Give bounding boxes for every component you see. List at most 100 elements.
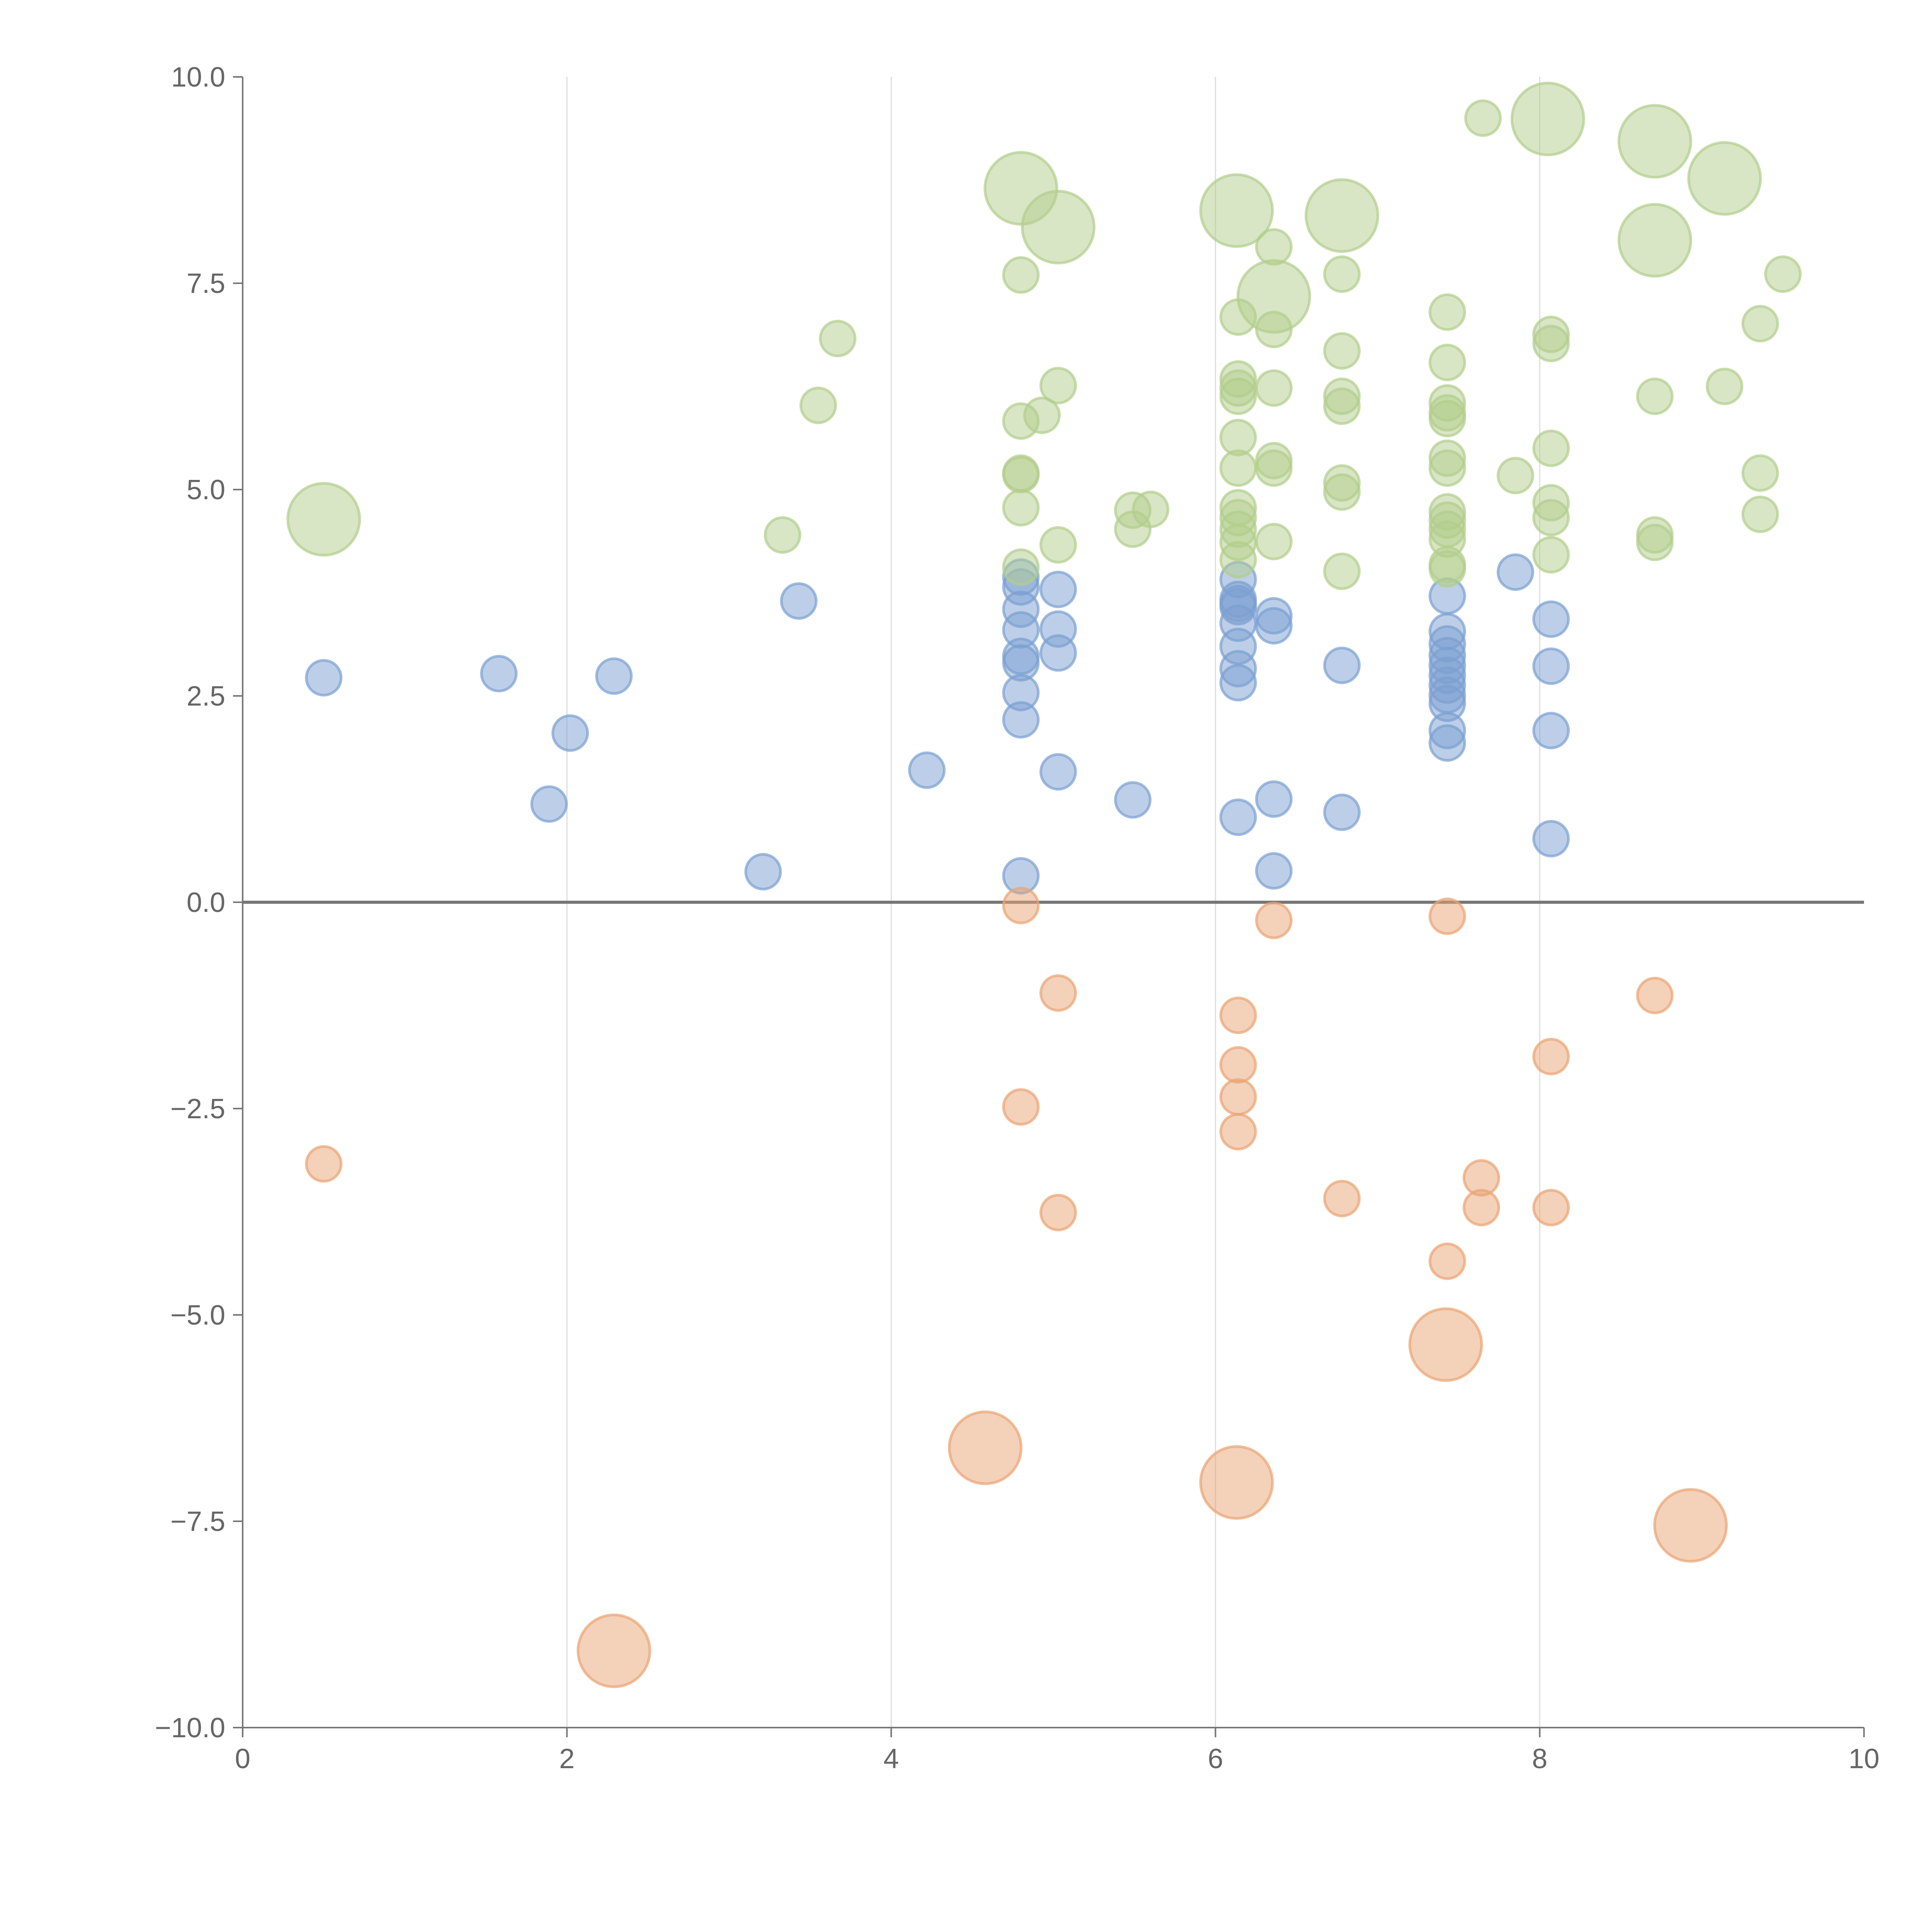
data-point-orange <box>1039 1194 1077 1231</box>
data-point-orange <box>1219 1078 1257 1116</box>
data-point-green <box>1255 228 1293 266</box>
data-point-green <box>819 320 857 357</box>
y-tick-label: 5.0 <box>187 474 225 505</box>
y-tick-label: −2.5 <box>170 1094 225 1124</box>
data-point-orange <box>1636 976 1674 1014</box>
data-point-green <box>1617 203 1692 278</box>
data-point-green <box>1532 499 1570 537</box>
data-point-blue <box>1532 712 1570 750</box>
data-point-green <box>1219 541 1257 579</box>
data-point-green <box>1039 526 1077 564</box>
data-point-green <box>1741 305 1779 343</box>
x-tick-label: 2 <box>559 1743 575 1774</box>
data-point-green <box>1464 99 1502 137</box>
data-point-green <box>1255 369 1293 407</box>
y-tick-label: −7.5 <box>170 1506 225 1537</box>
data-point-blue <box>1497 553 1534 591</box>
data-point-green <box>1219 378 1257 415</box>
data-point-orange <box>1002 1088 1040 1126</box>
data-point-green <box>1532 536 1570 574</box>
data-point-green <box>1002 489 1040 527</box>
data-point-orange <box>1199 1445 1274 1520</box>
data-point-blue <box>305 659 343 697</box>
y-tick-label: −10.0 <box>155 1713 225 1743</box>
data-point-green <box>1706 367 1743 405</box>
data-point-green <box>799 386 837 424</box>
data-point-orange <box>305 1145 343 1183</box>
data-point-orange <box>1429 1242 1466 1280</box>
data-point-green <box>764 516 801 554</box>
data-point-green <box>1510 82 1585 156</box>
data-point-green <box>1741 495 1779 533</box>
data-point-orange <box>1532 1189 1570 1226</box>
data-point-green <box>286 482 361 557</box>
x-tick-label: 10 <box>1849 1743 1879 1774</box>
data-point-orange <box>1653 1488 1728 1563</box>
y-tick-label: 7.5 <box>187 268 225 299</box>
data-point-blue <box>1255 607 1293 645</box>
data-point-orange <box>1463 1189 1500 1226</box>
data-point-green <box>1636 524 1674 561</box>
data-point-blue <box>1039 753 1077 791</box>
data-point-blue <box>1532 600 1570 638</box>
data-point-orange <box>1255 901 1293 939</box>
data-point-blue <box>1323 646 1361 684</box>
data-point-blue <box>595 657 633 695</box>
data-point-green <box>1002 548 1040 586</box>
data-point-green <box>1255 449 1293 487</box>
data-point-green <box>1497 457 1534 495</box>
data-point-green <box>1002 256 1040 294</box>
data-point-green <box>1021 190 1096 265</box>
data-point-green <box>1429 400 1466 437</box>
data-point-green <box>1323 473 1361 511</box>
data-point-green <box>1429 344 1466 381</box>
data-point-green <box>1023 396 1061 434</box>
data-point-green <box>1323 332 1361 370</box>
x-tick-label: 4 <box>883 1743 899 1774</box>
data-point-blue <box>530 785 568 823</box>
data-point-green <box>1741 454 1779 492</box>
data-point-blue <box>1219 664 1257 702</box>
data-points <box>286 82 1802 1688</box>
data-point-orange <box>1219 1113 1257 1151</box>
data-point-blue <box>1114 781 1152 819</box>
data-point-blue <box>1255 780 1293 818</box>
data-point-green <box>1617 104 1692 179</box>
data-point-orange <box>1219 997 1257 1034</box>
x-tick-label: 8 <box>1532 1743 1548 1774</box>
data-point-orange <box>577 1613 651 1688</box>
data-point-green <box>1199 173 1274 248</box>
data-point-green <box>1039 367 1077 405</box>
data-point-orange <box>948 1410 1023 1485</box>
data-point-blue <box>1323 793 1361 831</box>
data-point-green <box>1687 141 1762 216</box>
data-point-green <box>1532 429 1570 467</box>
x-tick-label: 6 <box>1208 1743 1223 1774</box>
data-point-blue <box>480 655 518 692</box>
data-point-green <box>1429 550 1466 588</box>
data-point-green <box>1429 449 1466 487</box>
data-point-blue <box>780 582 818 620</box>
data-point-green <box>1636 378 1674 415</box>
data-point-orange <box>1323 1180 1361 1218</box>
data-point-orange <box>1039 974 1077 1012</box>
data-point-green <box>1323 255 1361 293</box>
data-point-blue <box>551 714 589 752</box>
data-point-green <box>1255 523 1293 561</box>
data-point-blue <box>1532 647 1570 685</box>
data-point-orange <box>1429 897 1466 935</box>
data-point-green <box>1323 387 1361 425</box>
data-point-blue <box>1255 852 1293 890</box>
y-tick-label: 10.0 <box>171 62 225 93</box>
data-point-green <box>1764 255 1802 293</box>
data-point-orange <box>1002 887 1040 925</box>
y-tick-label: 0.0 <box>187 887 225 918</box>
y-tick-label: 2.5 <box>187 681 225 712</box>
data-point-green <box>1304 178 1379 253</box>
data-point-blue <box>1002 701 1040 739</box>
data-point-green <box>1255 311 1293 349</box>
data-point-green <box>1219 449 1257 487</box>
data-point-blue <box>1532 820 1570 858</box>
data-point-orange <box>1532 1037 1570 1075</box>
y-tick-label: −5.0 <box>170 1300 225 1331</box>
